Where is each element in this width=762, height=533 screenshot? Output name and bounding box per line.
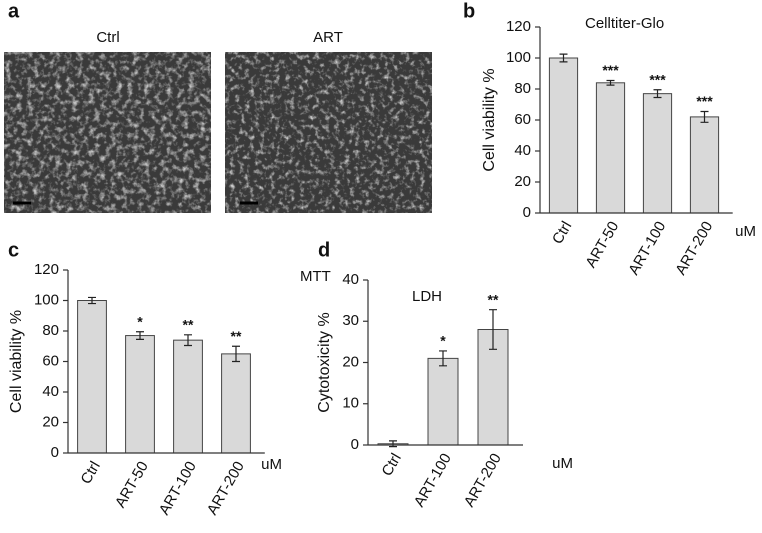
bar <box>689 116 720 214</box>
significance: ** <box>231 328 242 344</box>
bar <box>595 82 626 214</box>
panel-letter: c <box>8 239 19 261</box>
x-tick-label: ART-100 <box>411 450 455 510</box>
error-bar <box>559 53 568 63</box>
y-tick-label: 10 <box>342 395 359 412</box>
y-axis-label: Cell viability % <box>8 310 25 413</box>
error-bar <box>606 79 615 86</box>
bar <box>221 353 251 454</box>
x-tick-label: ART-50 <box>582 218 622 270</box>
y-tick-label: 20 <box>342 353 359 370</box>
significance: *** <box>602 62 619 78</box>
y-tick-label: 60 <box>42 352 59 369</box>
error-bar <box>389 440 397 448</box>
x-tick-label: ART-100 <box>625 218 669 278</box>
significance: *** <box>649 71 666 87</box>
y-tick-label: 100 <box>506 49 531 66</box>
y-tick-label: 40 <box>514 142 531 159</box>
y-axis-label: Cell viability % <box>481 68 498 171</box>
y-tick-label: 80 <box>514 80 531 97</box>
significance: * <box>137 313 143 329</box>
chart-title: LDH <box>412 288 442 305</box>
x-unit: uM <box>735 223 756 240</box>
y-tick-label: 20 <box>42 413 59 430</box>
error-bar <box>232 345 240 363</box>
image-label: ART <box>313 29 343 46</box>
y-tick-label: 120 <box>506 18 531 35</box>
y-tick-label: 0 <box>523 204 531 221</box>
image-label: Ctrl <box>96 29 119 46</box>
chart-title: MTT <box>300 268 331 285</box>
bar <box>427 357 459 446</box>
y-tick-label: 80 <box>42 322 59 339</box>
x-unit: uM <box>552 455 573 472</box>
error-bar <box>700 110 709 123</box>
bar <box>642 93 673 214</box>
x-tick-label: ART-200 <box>461 450 505 510</box>
x-tick-label: ART-50 <box>112 458 152 510</box>
significance: ** <box>183 317 194 333</box>
y-tick-label: 120 <box>34 261 59 278</box>
y-tick-label: 100 <box>34 291 59 308</box>
panel-letter: b <box>463 0 475 22</box>
micrograph <box>4 52 211 213</box>
error-bar <box>489 309 497 350</box>
panel-letter: a <box>8 0 20 22</box>
panel-letter: d <box>318 239 330 261</box>
y-tick-label: 40 <box>342 271 359 288</box>
micrograph <box>225 52 432 213</box>
y-axis-label: Cytotoxicity % <box>316 312 333 412</box>
x-unit: uM <box>261 456 282 473</box>
significance: ** <box>488 291 499 307</box>
error-bar <box>653 89 662 99</box>
y-tick-label: 40 <box>42 383 59 400</box>
significance: * <box>440 333 446 349</box>
error-bar <box>439 350 447 367</box>
y-tick-label: 0 <box>51 444 59 461</box>
y-tick-label: 60 <box>514 111 531 128</box>
x-tick-label: ART-200 <box>672 218 716 278</box>
x-tick-label: ART-100 <box>156 458 200 518</box>
bar <box>173 339 203 454</box>
y-tick-label: 0 <box>351 436 359 453</box>
bar <box>125 335 155 454</box>
error-bar <box>136 331 144 340</box>
chart-title: Celltiter-Glo <box>585 15 664 32</box>
bar <box>548 57 579 214</box>
x-tick-label: Ctrl <box>549 218 575 247</box>
y-tick-label: 20 <box>514 173 531 190</box>
bar <box>77 300 107 454</box>
significance: *** <box>696 93 713 109</box>
x-tick-label: ART-200 <box>204 458 248 518</box>
error-bar <box>88 296 96 305</box>
y-tick-label: 30 <box>342 312 359 329</box>
error-bar <box>184 334 192 347</box>
x-tick-label: Ctrl <box>78 458 104 487</box>
x-tick-label: Ctrl <box>379 450 405 479</box>
